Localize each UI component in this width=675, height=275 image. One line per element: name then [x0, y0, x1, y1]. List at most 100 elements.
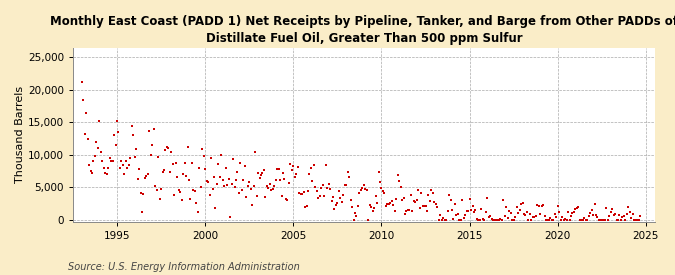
Point [388, 203, 399, 208]
Point [131, 147, 142, 152]
Point [429, 200, 439, 205]
Point [79, 132, 90, 136]
Point [451, 213, 462, 217]
Point [439, 218, 450, 222]
Point [306, 166, 317, 170]
Point [489, 218, 500, 222]
Point [366, 205, 377, 210]
Point [552, 204, 563, 209]
Point [452, 212, 463, 216]
Point [307, 179, 318, 184]
Point [394, 178, 404, 183]
Point [329, 207, 340, 211]
Point [529, 215, 540, 219]
Point [630, 217, 641, 222]
Point [460, 213, 470, 218]
Point [144, 129, 155, 134]
Point [238, 178, 249, 182]
Point [216, 152, 227, 157]
Point [120, 159, 131, 163]
Point [232, 170, 243, 174]
Point [234, 191, 244, 195]
Point [570, 207, 580, 211]
Point [375, 180, 385, 185]
Point [586, 208, 597, 212]
Point [273, 166, 284, 171]
Point [542, 218, 553, 222]
Point [601, 206, 612, 210]
Point [580, 218, 591, 222]
Point [491, 218, 502, 222]
Point [582, 218, 593, 222]
Point [298, 190, 309, 194]
Point [411, 197, 422, 202]
Point [301, 204, 312, 208]
Point [407, 208, 418, 213]
Point [485, 214, 495, 219]
Point [315, 194, 325, 198]
Point [518, 212, 529, 216]
Point [416, 190, 427, 195]
Point [128, 133, 138, 138]
Point [493, 218, 504, 222]
Point [595, 218, 605, 222]
Point [186, 161, 197, 165]
Point [197, 147, 208, 151]
Point [522, 210, 533, 214]
Point [135, 191, 146, 195]
Point [244, 180, 254, 184]
Point [219, 184, 230, 188]
Point [486, 217, 497, 221]
Point [91, 140, 102, 144]
Point [599, 218, 610, 222]
Point [543, 218, 554, 222]
Point [227, 157, 238, 161]
Point [341, 182, 352, 187]
Point [240, 164, 250, 168]
Point [598, 218, 609, 222]
Point [467, 204, 478, 208]
Point [113, 130, 124, 134]
Point [591, 212, 601, 217]
Point [386, 199, 397, 204]
Point [532, 203, 543, 208]
Point [507, 218, 518, 222]
Point [181, 174, 192, 178]
Point [389, 208, 400, 213]
Point [101, 172, 112, 177]
Point [383, 202, 394, 206]
Point [557, 215, 568, 220]
Point [436, 218, 447, 222]
Point [342, 170, 353, 175]
Point [256, 172, 267, 177]
Point [398, 196, 409, 200]
Point [593, 218, 604, 222]
Point [200, 167, 211, 171]
Point [223, 176, 234, 181]
Point [76, 80, 87, 84]
Point [106, 159, 117, 163]
Point [563, 210, 574, 214]
Point [95, 149, 106, 154]
Point [206, 156, 217, 160]
Point [418, 204, 429, 209]
Point [611, 218, 622, 222]
Point [90, 154, 101, 158]
Point [354, 191, 364, 195]
Point [504, 208, 514, 213]
Point [406, 193, 416, 197]
Point [488, 218, 499, 222]
Point [282, 197, 293, 202]
Point [142, 172, 153, 176]
Point [88, 159, 99, 163]
Point [527, 215, 538, 219]
Point [422, 208, 433, 213]
Point [179, 161, 190, 166]
Point [602, 218, 613, 222]
Point [316, 186, 327, 191]
Point [551, 215, 562, 219]
Point [308, 163, 319, 167]
Point [125, 156, 136, 160]
Point [104, 156, 115, 160]
Point [335, 196, 346, 201]
